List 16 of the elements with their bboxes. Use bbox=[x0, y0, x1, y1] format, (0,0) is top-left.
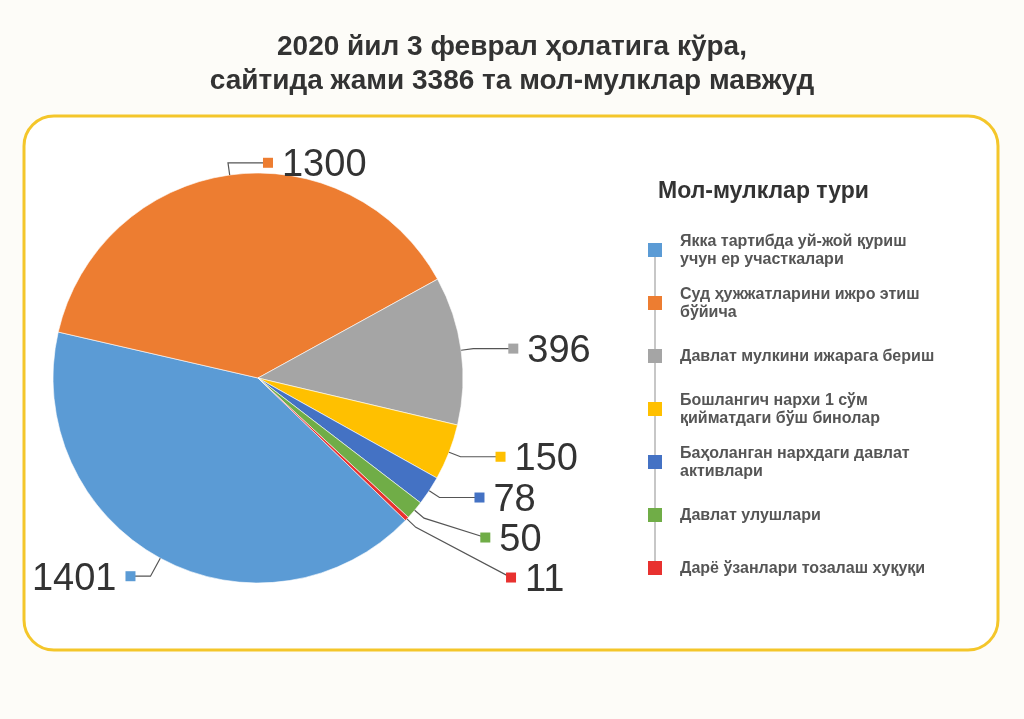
legend-label: Давлат улушлари bbox=[680, 506, 821, 524]
legend-label: Бошлангич нархи 1 сўм қийматдаги бўш бинолар bbox=[680, 391, 881, 427]
legend-label: Якка тартибда уй-жой қуриш учун ер участкалари bbox=[680, 232, 907, 268]
legend-label: Дарё ўзанлари тозалаш хуқуқи bbox=[680, 559, 926, 577]
legend-label: Баҳоланган нархдаги давлат активлари bbox=[680, 444, 910, 480]
data-label: 1300 bbox=[281, 142, 367, 185]
chart-title: 2020 йил 3 феврал ҳолатига кўра, сайтида жами 3386 та мол-мулклар мавжуд bbox=[209, 30, 815, 95]
data-label: 11 bbox=[525, 557, 565, 600]
data-label: 1401 bbox=[31, 555, 117, 598]
data-label: 150 bbox=[514, 436, 578, 479]
legend-label: Давлат мулкини ижарага бериш bbox=[680, 347, 935, 365]
data-label: 78 bbox=[493, 477, 536, 520]
data-label: 50 bbox=[499, 517, 542, 560]
legend-title: Мол-мулклар тури bbox=[658, 177, 869, 203]
legend-label: Суд ҳужжатларини ижро этиш бўйича bbox=[680, 285, 920, 321]
data-label: 396 bbox=[527, 328, 591, 371]
